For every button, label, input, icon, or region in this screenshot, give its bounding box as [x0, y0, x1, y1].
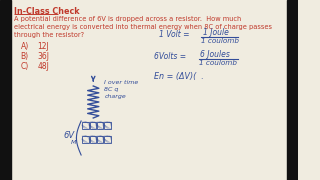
Text: 1 coulomb: 1 coulomb — [201, 38, 239, 44]
Text: B): B) — [20, 52, 28, 61]
Text: 36J: 36J — [37, 52, 49, 61]
Text: I over time: I over time — [104, 80, 139, 85]
Text: through the resistor?: through the resistor? — [14, 32, 84, 38]
Text: 1 coulomb: 1 coulomb — [199, 60, 236, 66]
Text: A potential difference of 6V is dropped across a resistor.  How much: A potential difference of 6V is dropped … — [14, 16, 241, 22]
Text: En = (ΔV)(  .: En = (ΔV)( . — [154, 72, 204, 81]
Text: A): A) — [20, 42, 29, 51]
Text: 48J: 48J — [37, 62, 49, 71]
Text: 6Volts =: 6Volts = — [154, 52, 186, 61]
Text: charge: charge — [104, 94, 126, 99]
Text: 8C q: 8C q — [104, 87, 119, 92]
Text: 6V: 6V — [63, 132, 75, 141]
Text: C): C) — [20, 62, 29, 71]
Bar — [287, 0, 298, 180]
Bar — [0, 0, 11, 180]
Text: electrical energy is converted into thermal energy when 8C of charge passes: electrical energy is converted into ther… — [14, 24, 272, 30]
Text: 12J: 12J — [37, 42, 49, 51]
Text: 1 Joule: 1 Joule — [203, 28, 229, 37]
Text: In-Class Check: In-Class Check — [14, 7, 80, 16]
Text: 6 Joules: 6 Joules — [200, 50, 230, 59]
Text: 1 Volt =: 1 Volt = — [158, 30, 189, 39]
Text: M: M — [71, 140, 76, 145]
